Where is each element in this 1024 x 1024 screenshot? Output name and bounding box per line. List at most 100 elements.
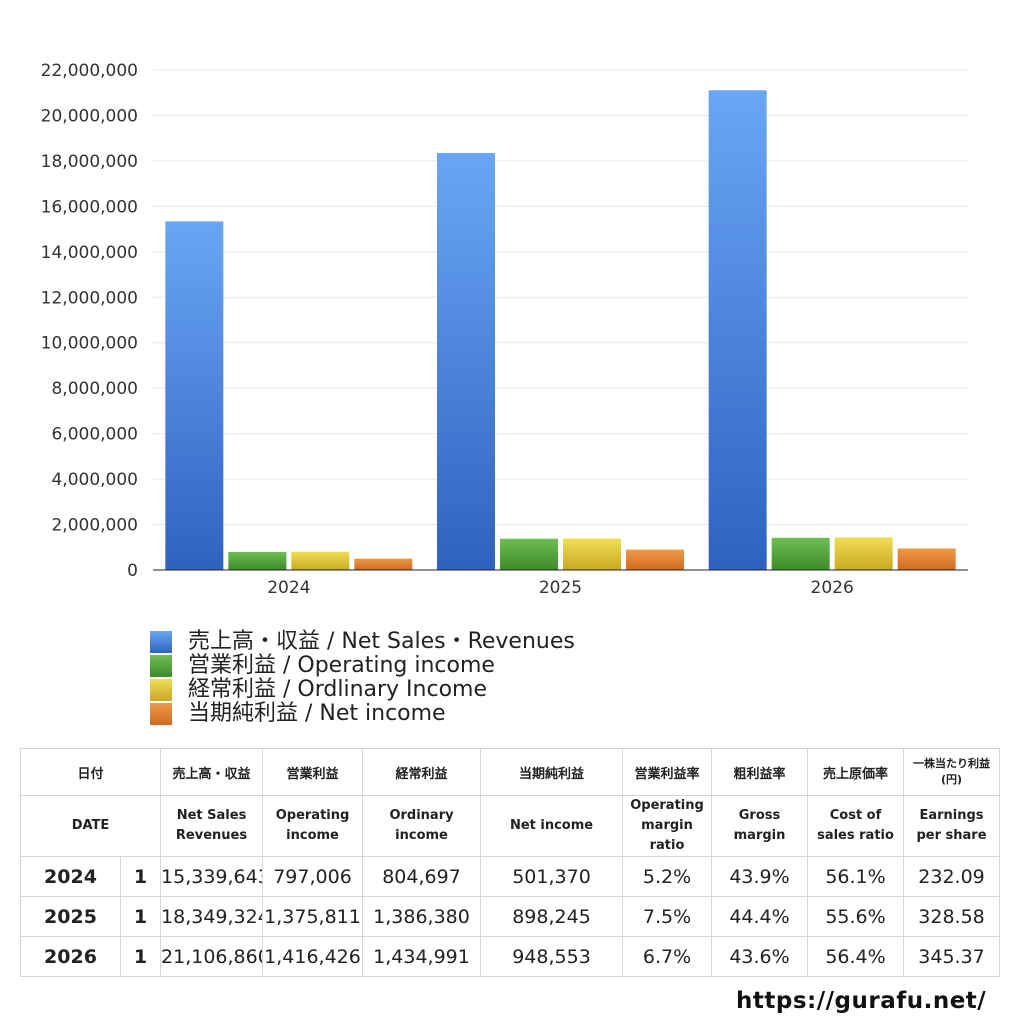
legend-label-net-income: 当期純利益 / Net income xyxy=(188,701,446,726)
table-row: 2024 1 15,339,643 797,006 804,697 501,37… xyxy=(20,856,1001,897)
table-header-jp: 日付 売上高・収益 営業利益 経常利益 当期純利益 営業利益率 粗利益率 売上原… xyxy=(19,748,1001,796)
row-year: 2024 xyxy=(20,856,121,897)
cell-operating-margin: 5.2% xyxy=(622,856,713,897)
cell-net-income: 898,245 xyxy=(480,896,624,937)
gridlines xyxy=(153,69,968,526)
y-tick-label: 4,000,000 xyxy=(51,470,138,490)
y-tick-label: 8,000,000 xyxy=(51,379,138,399)
y-tick-label: 10,000,000 xyxy=(41,334,138,354)
bar-2026-series-2 xyxy=(834,537,893,570)
y-tick-label: 14,000,000 xyxy=(41,243,138,263)
header-cost-ratio-en: Cost of sales ratio xyxy=(807,795,905,857)
header-net-income-jp: 当期純利益 xyxy=(480,748,624,796)
x-tick-label: 2024 xyxy=(267,578,310,598)
legend-item-ordinary-income: 経常利益 / Ordlinary Income xyxy=(150,678,750,702)
cell-net-sales: 15,339,643 xyxy=(160,856,264,897)
y-tick-label: 16,000,000 xyxy=(41,197,138,217)
bar-2024-series-1 xyxy=(228,551,287,570)
header-net-sales-en: Net Sales Revenues xyxy=(160,795,264,857)
legend-swatch-net-sales xyxy=(150,631,172,653)
y-axis-ticks: 0 2,000,000 4,000,000 6,000,000 8,000,000 10,… xyxy=(41,61,138,581)
legend-label-ordinary-income: 経常利益 / Ordlinary Income xyxy=(188,677,487,702)
header-operating-income-en: Operating income xyxy=(262,795,364,857)
legend-label-net-sales: 売上高・収益 / Net Sales・Revenues xyxy=(188,629,575,654)
legend-swatch-operating-income xyxy=(150,655,172,677)
cell-operating-income: 797,006 xyxy=(262,856,364,897)
header-operating-margin-en: Operating margin ratio xyxy=(622,795,713,857)
table-row: 2025 1 18,349,324 1,375,811 1,386,380 89… xyxy=(20,896,1001,937)
cell-eps: 345.37 xyxy=(903,936,1001,977)
x-tick-label: 2025 xyxy=(539,578,582,598)
financial-table: 日付 売上高・収益 営業利益 経常利益 当期純利益 営業利益率 粗利益率 売上原… xyxy=(19,748,1001,977)
row-month: 1 xyxy=(120,936,162,977)
cell-net-income: 501,370 xyxy=(480,856,624,897)
cell-gross-margin: 43.6% xyxy=(711,936,809,977)
cell-ordinary-income: 1,434,991 xyxy=(362,936,482,977)
cell-eps: 232.09 xyxy=(903,856,1001,897)
cell-cost-ratio: 56.1% xyxy=(807,856,905,897)
x-tick-label: 2026 xyxy=(811,578,854,598)
legend-item-operating-income: 営業利益 / Operating income xyxy=(150,654,750,678)
cell-net-sales: 18,349,324 xyxy=(160,896,264,937)
legend-item-net-income: 当期純利益 / Net income xyxy=(150,702,750,726)
y-tick-label: 22,000,000 xyxy=(41,61,138,81)
table-row: 2026 1 21,106,860 1,416,426 1,434,991 94… xyxy=(20,936,1001,977)
bar-2025-series-2 xyxy=(563,538,621,570)
cell-gross-margin: 44.4% xyxy=(711,896,809,937)
bar-2026-series-1 xyxy=(771,537,830,570)
y-tick-label: 20,000,000 xyxy=(41,106,138,126)
cell-ordinary-income: 804,697 xyxy=(362,856,482,897)
row-year: 2025 xyxy=(20,896,121,937)
table-header-en: DATE Net Sales Revenues Operating income… xyxy=(19,795,1001,857)
legend-swatch-ordinary-income xyxy=(150,679,172,701)
header-net-income-en: Net income xyxy=(480,795,624,857)
bar-2024-series-3 xyxy=(354,558,413,570)
header-date-jp: 日付 xyxy=(19,748,162,796)
bar-chart: 0 2,000,000 4,000,000 6,000,000 8,000,000 10,… xyxy=(41,61,968,598)
cell-operating-income: 1,416,426 xyxy=(262,936,364,977)
cell-gross-margin: 43.9% xyxy=(711,856,809,897)
header-operating-margin-jp: 営業利益率 xyxy=(622,748,713,796)
cell-eps: 328.58 xyxy=(903,896,1001,937)
header-date-en: DATE xyxy=(19,795,162,857)
header-ordinary-income-en: Ordinary income xyxy=(362,795,482,857)
row-month: 1 xyxy=(120,896,162,937)
bar-2024-series-2 xyxy=(291,551,350,570)
cell-net-sales: 21,106,860 xyxy=(160,936,264,977)
header-eps-en: Earnings per share xyxy=(903,795,1001,857)
y-tick-label: 18,000,000 xyxy=(41,152,138,172)
cell-operating-margin: 6.7% xyxy=(622,936,713,977)
header-gross-margin-jp: 粗利益率 xyxy=(711,748,809,796)
y-tick-label: 2,000,000 xyxy=(51,516,138,536)
cell-operating-margin: 7.5% xyxy=(622,896,713,937)
header-net-sales-jp: 売上高・収益 xyxy=(160,748,264,796)
bar-2025-series-1 xyxy=(500,538,558,570)
bar-2026-series-0 xyxy=(708,90,767,570)
bar-2026-series-3 xyxy=(897,548,956,570)
bar-2025-series-0 xyxy=(437,152,495,570)
header-eps-jp: 一株当たり利益 (円) xyxy=(903,748,1001,796)
bar-2024-series-0 xyxy=(165,221,224,570)
row-month: 1 xyxy=(120,856,162,897)
cell-net-income: 948,553 xyxy=(480,936,624,977)
cell-cost-ratio: 56.4% xyxy=(807,936,905,977)
cell-ordinary-income: 1,386,380 xyxy=(362,896,482,937)
legend-label-operating-income: 営業利益 / Operating income xyxy=(188,653,495,678)
cell-cost-ratio: 55.6% xyxy=(807,896,905,937)
y-tick-label: 0 xyxy=(127,561,138,581)
row-year: 2026 xyxy=(20,936,121,977)
site-url[interactable]: https://gurafu.net/ xyxy=(736,988,987,1014)
legend-item-net-sales: 売上高・収益 / Net Sales・Revenues xyxy=(150,630,750,654)
header-cost-ratio-jp: 売上原価率 xyxy=(807,748,905,796)
header-operating-income-jp: 営業利益 xyxy=(262,748,364,796)
header-ordinary-income-jp: 経常利益 xyxy=(362,748,482,796)
chart-legend: 売上高・収益 / Net Sales・Revenues 営業利益 / Opera… xyxy=(150,630,750,726)
y-tick-label: 6,000,000 xyxy=(51,425,138,445)
x-axis-ticks: 2024 2025 2026 xyxy=(267,578,854,598)
cell-operating-income: 1,375,811 xyxy=(262,896,364,937)
bar-2025-series-3 xyxy=(626,549,684,570)
header-gross-margin-en: Gross margin xyxy=(711,795,809,857)
y-tick-label: 12,000,000 xyxy=(41,288,138,308)
legend-swatch-net-income xyxy=(150,703,172,725)
bars xyxy=(165,90,956,570)
